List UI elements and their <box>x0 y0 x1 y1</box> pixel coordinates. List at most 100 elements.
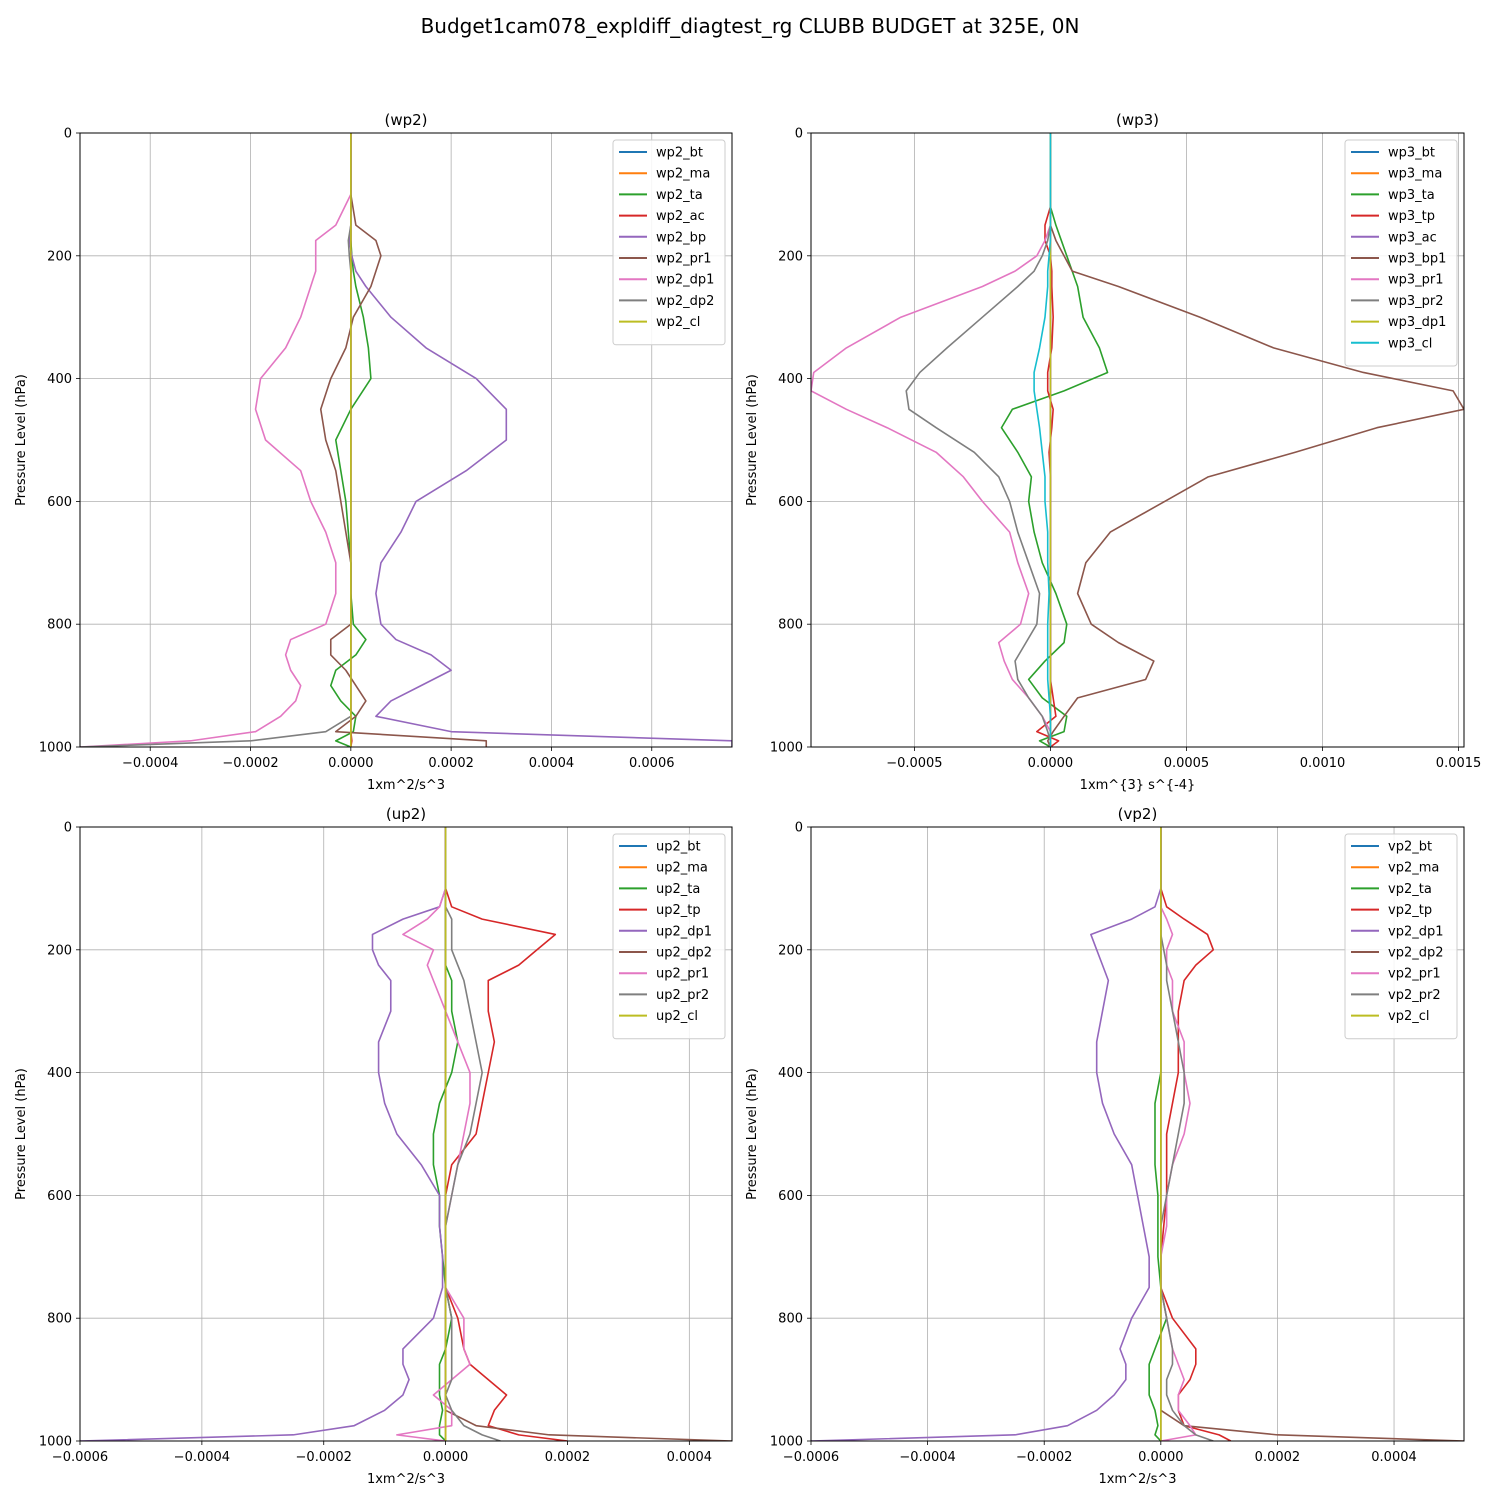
x-tick-label: −0.0006 <box>52 1450 108 1465</box>
legend-label: wp2_bp <box>656 230 706 245</box>
axes-frame <box>79 826 733 1442</box>
legend-label: wp3_tp <box>1388 209 1435 224</box>
series-line-wp3_cl <box>1033 133 1052 747</box>
y-tick-label: 800 <box>778 1312 803 1327</box>
legend-label: wp3_dp1 <box>1388 315 1446 330</box>
axes-frame <box>810 132 1465 748</box>
x-tick-label: 0.0002 <box>428 756 474 771</box>
legend-label: wp3_cl <box>1388 336 1432 351</box>
legend-label: vp2_bt <box>1388 840 1432 855</box>
legend: vp2_bt vp2_ma vp2_ta vp2_tp vp2_dp1 vp2_dp2vp… <box>1344 833 1458 1040</box>
legend-label: up2_tp <box>656 903 701 918</box>
y-tick-label: 600 <box>778 495 803 510</box>
legend-label: wp2_ta <box>656 188 703 203</box>
legend-label: wp2_cl <box>656 315 700 330</box>
series-line-wp2_bp <box>348 133 732 747</box>
legend-label: wp3_bt <box>1388 146 1435 161</box>
y-tick-label: 200 <box>778 249 803 264</box>
chart-title: (wp3) <box>1116 111 1159 129</box>
x-tick-label: 0.0000 <box>1028 756 1074 771</box>
x-tick-label: 0.0000 <box>328 756 374 771</box>
legend: up2_bt up2_ma up2_ta up2_tp up2_dp1 up2_dp2up… <box>612 833 726 1040</box>
series-group <box>811 133 1464 747</box>
x-tick-label: −0.0002 <box>296 1450 352 1465</box>
legend-label: vp2_cl <box>1388 1009 1429 1024</box>
series-line-wp2_ta <box>329 133 372 747</box>
series-line-vp2_tp <box>1160 827 1232 1441</box>
y-tick-label: 400 <box>778 1066 803 1081</box>
x-tick-label: −0.0006 <box>783 1450 839 1465</box>
y-tick-label: 400 <box>47 372 72 387</box>
y-tick-label: 1000 <box>770 741 803 756</box>
legend-box <box>1344 833 1458 1040</box>
x-tick-label: 0.0005 <box>1164 756 1210 771</box>
chart-panel-1: −0.0005 0.0000 0.0005 0.0010 0.0015 0 200 400 60… <box>745 111 1481 793</box>
y-tick-label: 200 <box>47 943 72 958</box>
legend-label: wp3_ta <box>1388 188 1435 203</box>
y-tick-label: 0 <box>64 821 72 836</box>
series-line-wp2_dp2 <box>80 133 352 747</box>
chart-panel-0: −0.0004 −0.0002 0.0000 0.0002 0.0004 0.0006 0 2… <box>14 111 733 793</box>
chart-title: (vp2) <box>1118 805 1158 823</box>
legend-label: vp2_ma <box>1388 861 1439 876</box>
series-line-up2_tp <box>444 827 568 1441</box>
legend-label: vp2_ta <box>1388 882 1432 897</box>
x-tick-label: 0.0004 <box>1371 1450 1417 1465</box>
x-tick-label: −0.0004 <box>899 1450 955 1465</box>
legend-box <box>612 139 726 346</box>
x-axis-label: 1xm^2/s^3 <box>1098 1472 1176 1487</box>
series-line-wp3_tp <box>1036 133 1060 747</box>
chart-title: (wp2) <box>384 111 427 129</box>
x-tick-label: −0.0002 <box>1016 1450 1072 1465</box>
y-tick-label: 1000 <box>770 1435 803 1450</box>
x-tick-label: 0.0004 <box>667 1450 713 1465</box>
y-tick-label: 800 <box>47 618 72 633</box>
legend-label: up2_pr2 <box>656 988 709 1003</box>
legend: wp3_bt wp3_ma wp3_ta wp3_tp wp3_ac wp3_bp1 wp3… <box>1344 139 1458 367</box>
legend-label: vp2_pr1 <box>1388 967 1441 982</box>
legend-label: vp2_dp2 <box>1388 946 1444 961</box>
x-tick-label: 0.0000 <box>423 1450 469 1465</box>
x-tick-label: −0.0004 <box>174 1450 230 1465</box>
series-line-up2_dp1 <box>80 827 447 1441</box>
legend-label: wp3_ma <box>1388 167 1442 182</box>
x-tick-label: 0.0002 <box>1255 1450 1301 1465</box>
legend-label: wp2_ac <box>656 209 705 224</box>
legend-box <box>1344 139 1458 367</box>
y-tick-label: 400 <box>47 1066 72 1081</box>
y-axis-label: Pressure Level (hPa) <box>14 374 29 506</box>
legend-label: wp2_pr1 <box>656 252 712 267</box>
y-tick-label: 400 <box>778 372 803 387</box>
series-line-vp2_pr2 <box>1160 827 1214 1441</box>
legend-label: up2_dp2 <box>656 946 712 961</box>
x-axis-label: 1xm^2/s^3 <box>367 1472 445 1487</box>
y-tick-label: 200 <box>47 249 72 264</box>
series-line-wp3_ta <box>1000 133 1109 747</box>
series-line-wp2_dp1 <box>80 133 352 747</box>
chart-panel-2: −0.0006 −0.0004 −0.0002 0.0000 0.0002 0.0004 0… <box>14 805 733 1487</box>
x-tick-label: 0.0006 <box>629 756 675 771</box>
legend-label: up2_pr1 <box>656 967 709 982</box>
y-tick-label: 0 <box>795 127 803 142</box>
y-tick-label: 600 <box>47 495 72 510</box>
axes-frame <box>810 826 1465 1442</box>
series-line-up2_pr2 <box>444 827 501 1441</box>
x-tick-label: 0.0002 <box>545 1450 591 1465</box>
y-tick-label: 0 <box>64 127 72 142</box>
legend-label: wp3_bp1 <box>1388 252 1446 267</box>
legend-label: wp2_bt <box>656 146 703 161</box>
y-axis-label: Pressure Level (hPa) <box>14 1068 29 1200</box>
series-group <box>80 827 732 1441</box>
x-axis-label: 1xm^2/s^3 <box>367 778 445 793</box>
chart-title: (up2) <box>386 805 426 823</box>
y-tick-label: 800 <box>778 618 803 633</box>
x-tick-label: 0.0004 <box>529 756 575 771</box>
y-tick-label: 200 <box>778 943 803 958</box>
legend-label: vp2_pr2 <box>1388 988 1441 1003</box>
legend-label: vp2_tp <box>1388 903 1432 918</box>
legend-label: up2_dp1 <box>656 924 712 939</box>
legend-label: wp3_ac <box>1388 230 1437 245</box>
legend-label: wp2_ma <box>656 167 710 182</box>
